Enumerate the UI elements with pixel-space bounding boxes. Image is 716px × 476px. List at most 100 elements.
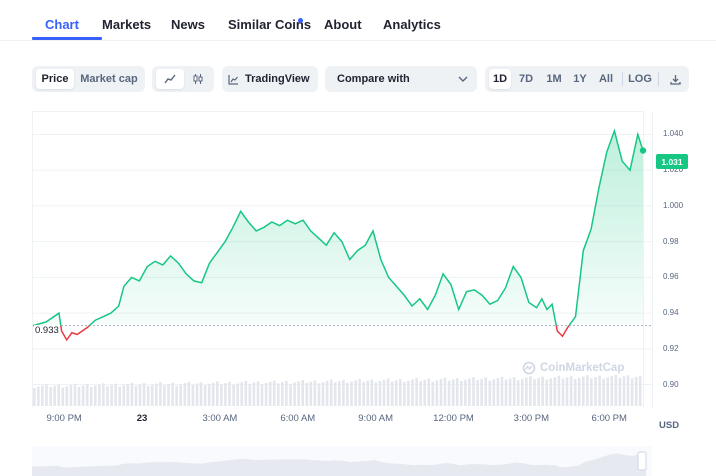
tab-about[interactable]: About	[324, 17, 362, 32]
volume-bar	[65, 386, 69, 406]
volume-bar	[146, 386, 150, 406]
volume-bar	[476, 380, 479, 406]
volume-bar	[240, 382, 243, 406]
volume-bar	[447, 380, 451, 406]
volume-bar	[516, 380, 520, 406]
volume-bar	[126, 384, 130, 406]
volume-bar	[419, 381, 422, 406]
range-7d[interactable]: 7D	[518, 73, 534, 85]
range-all[interactable]: All	[598, 73, 614, 85]
volume-bar	[386, 378, 390, 406]
volume-bar	[557, 375, 561, 406]
volume-bar	[313, 380, 317, 406]
tab-markets[interactable]: Markets	[102, 17, 152, 32]
tradingview-button[interactable]: TradingView	[222, 66, 318, 92]
volume-bar	[573, 379, 577, 406]
volume-bar	[41, 385, 44, 406]
x-tick-label: 9:00 PM	[46, 413, 82, 424]
volume-bar	[77, 386, 81, 406]
price-button[interactable]: Price	[36, 69, 74, 89]
volume-bar	[468, 378, 471, 406]
tradingview-chart-icon	[228, 74, 238, 85]
y-tick-label: 1.020	[663, 165, 684, 175]
volume-bar	[220, 384, 223, 406]
volume-bar	[415, 378, 418, 406]
volume-bar	[594, 377, 597, 406]
volume-bar	[317, 383, 321, 406]
x-tick-label: 3:00 AM	[202, 413, 238, 424]
market-cap-button[interactable]: Market cap	[80, 73, 138, 85]
volume-bar	[256, 381, 260, 406]
tab-similar-coins[interactable]: Similar Coins	[228, 17, 312, 32]
volume-bar	[281, 382, 284, 406]
volume-bar	[98, 384, 101, 406]
volume-bar	[423, 379, 426, 406]
download-button[interactable]	[664, 69, 686, 89]
current-price-dot	[639, 147, 647, 154]
tab-analytics[interactable]: Analytics	[383, 17, 441, 32]
candlestick-button[interactable]	[184, 69, 212, 89]
volume-bar	[460, 381, 463, 406]
range-1m[interactable]: 1M	[546, 73, 562, 85]
volume-bar	[378, 381, 382, 406]
tab-bar: Chart Markets News Similar Coins About A…	[0, 0, 716, 41]
volume-bar	[321, 382, 325, 406]
log-scale-button[interactable]: LOG	[628, 73, 652, 85]
x-tick-label: 3:00 PM	[513, 413, 550, 424]
volume-bar	[529, 376, 532, 406]
volume-bar	[260, 384, 264, 406]
volume-bar	[382, 379, 386, 406]
volume-bar	[610, 376, 614, 406]
price-line-up	[32, 128, 644, 326]
volume-bar	[53, 385, 56, 406]
volume-bar	[134, 385, 138, 406]
volume-bar	[586, 375, 589, 406]
volume-bar	[252, 382, 256, 406]
volume-bar	[606, 377, 609, 406]
volume-bar	[427, 378, 431, 406]
range-navigator[interactable]	[32, 446, 652, 476]
range-1d[interactable]: 1D	[489, 69, 511, 89]
line-chart-button[interactable]	[156, 69, 184, 89]
compare-with-dropdown[interactable]: Compare with	[325, 66, 477, 92]
volume-bar	[49, 387, 52, 406]
volume-bar	[305, 382, 309, 406]
volume-bar	[37, 386, 40, 406]
volume-bar	[541, 376, 544, 406]
divider	[622, 72, 623, 86]
volume-bar	[618, 377, 622, 406]
range-1y[interactable]: 1Y	[573, 73, 587, 85]
y-tick-label: 1.000	[663, 200, 684, 210]
navigator-area	[32, 453, 646, 476]
x-tick-label: 9:00 AM	[358, 413, 394, 424]
tab-news[interactable]: News	[171, 17, 205, 32]
navigator-handle[interactable]	[637, 451, 647, 471]
chart-frame	[32, 111, 644, 407]
volume-bar	[549, 378, 553, 406]
volume-bar	[602, 378, 605, 406]
volume-bar	[582, 376, 585, 406]
volume-bar	[142, 383, 146, 406]
volume-bar	[118, 386, 121, 406]
volume-bar	[211, 382, 215, 406]
download-icon	[669, 74, 681, 85]
volume-bar	[248, 383, 252, 406]
y-axis-line	[652, 112, 653, 408]
volume-bar	[598, 375, 601, 406]
volume-bar	[577, 377, 581, 406]
time-range-selector: 1D 7D 1M 1Y All LOG	[485, 66, 689, 92]
volume-bar	[350, 381, 353, 406]
volume-bar	[411, 379, 414, 406]
tab-chart[interactable]: Chart	[45, 17, 79, 32]
volume-bar	[472, 377, 475, 406]
y-tick-label: 0.90	[663, 379, 679, 389]
volume-bar	[569, 376, 573, 406]
volume-bar	[57, 384, 60, 406]
volume-bar	[89, 387, 93, 406]
x-tick-label: 6:00 PM	[591, 413, 627, 424]
volume-bar	[622, 376, 626, 406]
volume-bar	[277, 383, 280, 406]
volume-bar	[122, 385, 126, 406]
volume-bar	[106, 386, 109, 406]
